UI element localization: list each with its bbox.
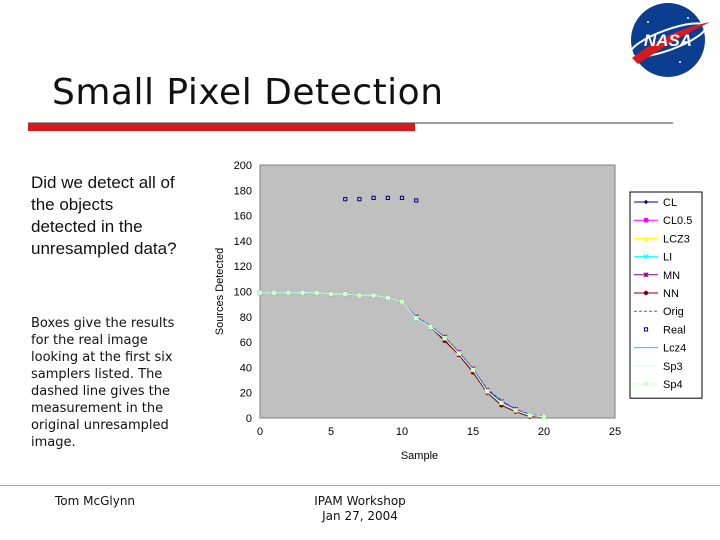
data-point-legend-mn	[643, 272, 649, 278]
legend-label-li: LI	[663, 252, 672, 264]
chart: 0 20 40 60 80 100 120 140 160 180 200 0 5 10 15 20 25 Sam…	[200, 150, 720, 470]
data-point-legend-nn	[643, 290, 649, 296]
data-point-sp4	[485, 389, 490, 394]
data-point-sp4	[414, 315, 419, 321]
x-axis-label: Sample	[401, 450, 438, 462]
data-point-sp4	[470, 367, 476, 373]
x-tick-label: 25	[609, 426, 621, 438]
data-point-sp4	[428, 324, 433, 330]
data-point-legend-sp4	[643, 381, 649, 387]
y-tick-label: 200	[234, 160, 252, 172]
data-point-sp4	[442, 336, 447, 341]
y-tick-label: 80	[240, 312, 252, 324]
y-tick-label: 20	[240, 388, 252, 400]
data-point-sp4	[541, 414, 547, 419]
data-point-real	[385, 195, 390, 200]
footer-divider	[0, 485, 720, 486]
title-accent-bar	[28, 123, 415, 131]
y-tick-label: 120	[234, 261, 252, 273]
footer-event: IPAM Workshop Jan 27, 2004	[300, 494, 420, 524]
data-point-sp4	[257, 290, 263, 295]
data-point-sp4	[385, 295, 390, 301]
legend-label-nn: NN	[663, 288, 679, 300]
data-point-sp4	[371, 293, 376, 298]
plot-area	[259, 164, 616, 419]
x-tick-label: 0	[257, 426, 263, 438]
note-text: Boxes give the results for the real imag…	[31, 316, 175, 450]
y-tick-label: 100	[234, 287, 252, 299]
data-point-sp4	[513, 408, 518, 413]
legend-box	[629, 191, 703, 399]
legend-label-mn: MN	[663, 270, 680, 282]
data-point-legend-li	[643, 254, 649, 260]
question-text: Did we detect all of the objects detecte…	[31, 173, 177, 258]
chart-svg: 0 20 40 60 80 100 120 140 160 180 200 0 5 10 15 20 25 Sam…	[214, 160, 703, 462]
data-point-real	[414, 198, 419, 203]
data-point-real	[399, 195, 405, 200]
legend-label-orig: Orig	[663, 306, 684, 318]
data-point-legend-lcz3	[643, 236, 649, 241]
data-point-sp4	[357, 293, 362, 298]
legend-label-sp3: Sp3	[663, 361, 683, 373]
data-point-legend-cl0-5	[643, 218, 649, 223]
legend-label-cl0-5: CL0.5	[663, 215, 692, 227]
y-tick-label: 180	[234, 185, 252, 197]
legend-label-lcz4: Lcz4	[663, 343, 686, 355]
data-point-sp4	[399, 299, 405, 304]
x-tick-label: 15	[467, 426, 479, 438]
slide-title: Small Pixel Detection	[52, 72, 444, 113]
data-point-legend-real	[643, 327, 649, 332]
legend-label-cl: CL	[663, 197, 677, 209]
data-point-sp4	[272, 290, 277, 295]
data-point-sp4	[499, 400, 504, 406]
data-point-sp4	[328, 291, 334, 297]
legend-label-sp4: Sp4	[663, 379, 683, 391]
data-point-sp4	[527, 413, 532, 418]
data-point-real	[371, 195, 376, 200]
data-point-real	[357, 197, 362, 202]
y-axis-label: Sources Detected	[214, 248, 226, 335]
footer-author: Tom McGlynn	[55, 494, 136, 508]
data-point-sp4	[286, 290, 291, 295]
x-tick-label: 5	[328, 426, 334, 438]
data-point-sp4	[314, 290, 319, 295]
data-point-sp4	[300, 290, 305, 295]
data-point-sp4	[456, 351, 461, 356]
footer-event-date: Jan 27, 2004	[322, 509, 398, 523]
y-tick-label: 140	[234, 236, 252, 248]
x-tick-label: 10	[396, 426, 408, 438]
nasa-logo-text: NASA	[644, 31, 692, 50]
data-point-sp4	[343, 291, 348, 297]
y-tick-label: 40	[240, 362, 252, 374]
data-point-real	[343, 197, 348, 202]
x-tick-label: 20	[538, 426, 550, 438]
nasa-logo: NASA	[618, 0, 720, 80]
footer-event-name: IPAM Workshop	[314, 494, 406, 508]
data-point-legend-cl	[643, 199, 649, 205]
y-tick-label: 60	[240, 337, 252, 349]
legend-label-lcz3: LCZ3	[663, 233, 690, 245]
y-tick-label: 160	[234, 211, 252, 223]
y-tick-label: 0	[246, 413, 252, 425]
legend-label-real: Real	[663, 324, 686, 336]
